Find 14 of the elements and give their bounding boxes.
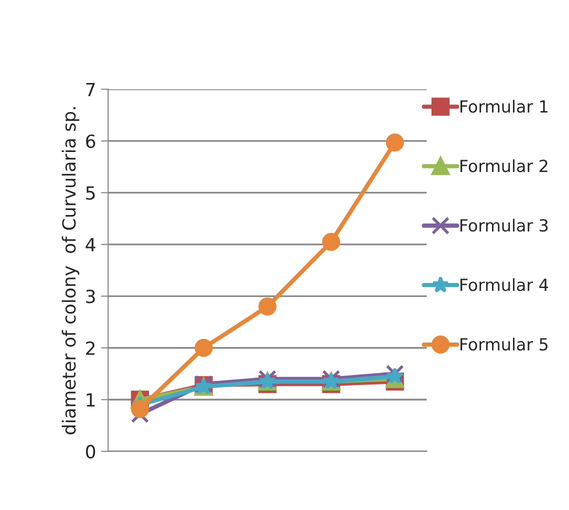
y-tick-label: 0 — [86, 444, 96, 458]
y-tick-label: 6 — [86, 134, 96, 148]
legend-label: Formular 5 — [460, 338, 548, 351]
legend-label: Formular 1 — [460, 100, 548, 113]
legend-label: Formular 2 — [460, 159, 548, 172]
y-tick-label: 7 — [86, 82, 95, 96]
y-tick-label: 2 — [86, 341, 94, 355]
y-tick-label: 4 — [86, 238, 96, 252]
y-tick-label: 3 — [86, 290, 95, 304]
legend-label: Formular 3 — [460, 218, 548, 232]
y-axis-title: diameter of colony of Curvularia sp. — [62, 107, 80, 434]
legend-label: Formular 4 — [460, 278, 548, 292]
y-tick-label: 1 — [86, 393, 95, 406]
y-tick-label: 5 — [86, 186, 95, 200]
